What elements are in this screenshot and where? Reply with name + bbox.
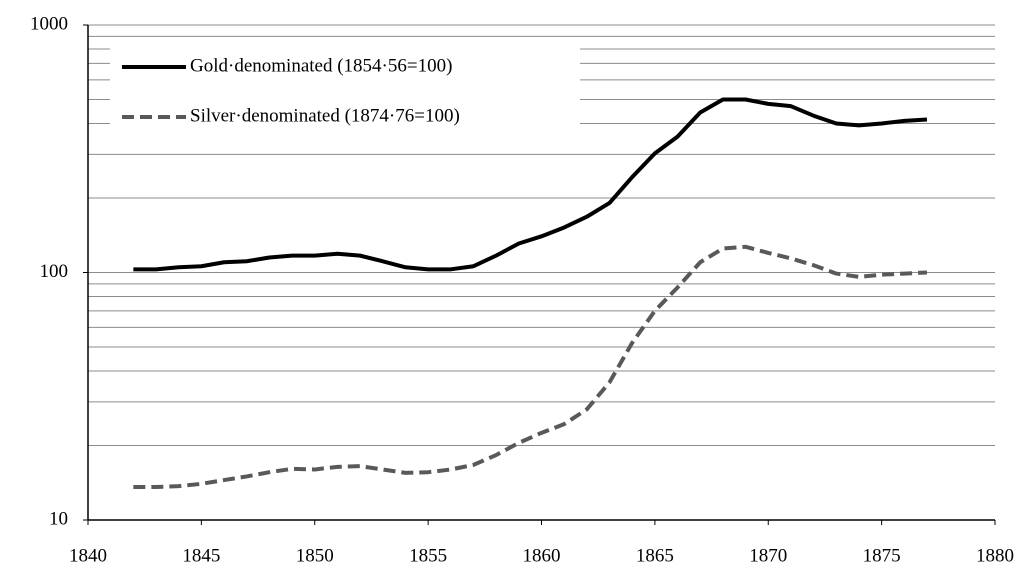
x-tick-label: 1880 [976,545,1014,566]
x-tick-label: 1845 [182,545,220,566]
x-tick-label: 1855 [409,545,447,566]
x-tick-label: 1870 [749,545,787,566]
legend-label: Gold·denominated (1854·56=100) [190,55,452,76]
x-tick-label: 1865 [636,545,674,566]
y-tick-label: 1000 [30,13,68,34]
legend-label: Silver·denominated (1874·76=100) [190,105,460,126]
x-tick-label: 1840 [69,545,107,566]
legend-bg [110,43,580,89]
series-line [133,97,928,272]
x-tick-label: 1860 [523,545,561,566]
series-line [133,244,928,489]
x-tick-label: 1875 [863,545,901,566]
y-tick-label: 100 [40,261,69,282]
x-tick-label: 1850 [296,545,334,566]
legend-bg [110,93,580,139]
y-tick-label: 10 [49,508,68,529]
